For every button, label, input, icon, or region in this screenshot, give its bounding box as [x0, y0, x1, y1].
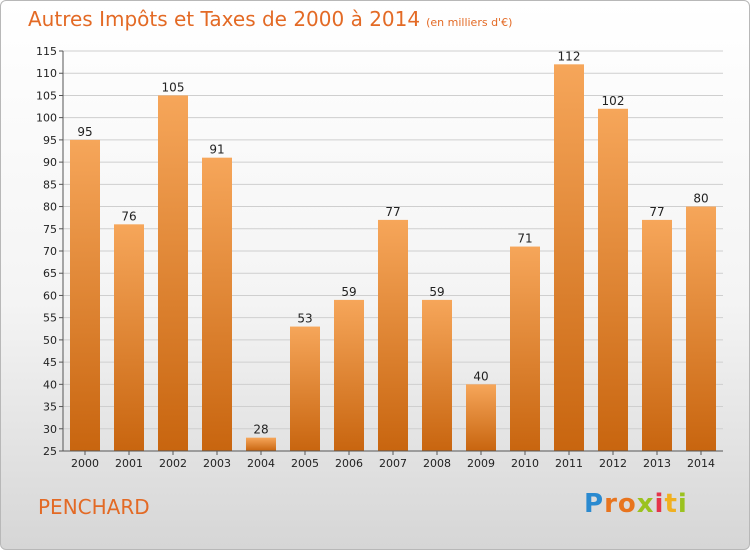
- x-tick-label-2002: 2002: [159, 457, 187, 470]
- data-labels: 95 76 105 91 28 53 59 77 59 40 71 112 102 77 80: [77, 49, 708, 436]
- y-tick-label: 60: [43, 289, 57, 302]
- x-axis: 2000 2001 2002 2003 2004 2005 2006 2007 2008 2009…: [63, 450, 723, 470]
- y-tick-label: 85: [43, 178, 57, 191]
- x-tick-label-2001: 2001: [115, 457, 143, 470]
- bar-2004: [246, 437, 276, 451]
- chart-unit: (en milliers d'€): [426, 16, 513, 29]
- y-tick-label: 95: [43, 134, 57, 147]
- commune-name: PENCHARD: [38, 495, 150, 519]
- bar-2011: [554, 64, 584, 452]
- data-label-2008: 59: [429, 285, 444, 299]
- data-label-2007: 77: [385, 205, 400, 219]
- x-tick-label-2003: 2003: [203, 457, 231, 470]
- data-label-2005: 53: [297, 312, 312, 326]
- y-tick-label: 100: [36, 112, 57, 125]
- logo-letter: i: [677, 489, 688, 519]
- x-tick-label-2004: 2004: [247, 457, 275, 470]
- data-label-2000: 95: [77, 125, 92, 139]
- y-axis: 25 30 35 40 45 50 55 60 65 70 75 80 85 90 95 100 105 110 1…: [36, 45, 64, 458]
- y-tick-label: 65: [43, 267, 57, 280]
- y-tick-label: 115: [36, 45, 57, 58]
- bar-2014: [686, 206, 716, 451]
- bar-2002: [158, 95, 188, 451]
- y-tick-label: 70: [43, 245, 57, 258]
- logo-letter: i: [654, 489, 665, 519]
- bar-2005: [290, 326, 320, 451]
- data-label-2011: 112: [558, 49, 581, 63]
- x-tick-label-2005: 2005: [291, 457, 319, 470]
- bar-2000: [70, 139, 100, 451]
- y-tick-label: 45: [43, 356, 57, 369]
- x-tick-label-2007: 2007: [379, 457, 407, 470]
- data-label-2001: 76: [121, 209, 136, 223]
- data-label-2002: 105: [162, 80, 185, 94]
- data-label-2004: 28: [253, 423, 268, 437]
- data-label-2010: 71: [517, 232, 532, 246]
- y-tick-label: 80: [43, 201, 57, 214]
- logo-letter: t: [664, 489, 678, 519]
- logo-letter: P: [584, 489, 605, 519]
- x-tick-label-2012: 2012: [599, 457, 627, 470]
- y-tick-label: 105: [36, 89, 57, 102]
- logo-letter: o: [617, 489, 637, 519]
- bar-2006: [334, 299, 364, 451]
- y-tick-label: 90: [43, 156, 57, 169]
- bars: [70, 64, 716, 452]
- proxiti-logo: Proxiti: [584, 489, 688, 519]
- bar-2010: [510, 246, 540, 451]
- logo-letter: r: [604, 489, 618, 519]
- bar-2009: [466, 384, 496, 451]
- chart-title-text: Autres Impôts et Taxes de 2000 à 2014: [28, 7, 421, 31]
- data-label-2014: 80: [693, 192, 708, 206]
- y-tick-label: 55: [43, 312, 57, 325]
- y-tick-label: 30: [43, 423, 57, 436]
- bar-2001: [114, 224, 144, 451]
- bar-2012: [598, 108, 628, 452]
- x-tick-label-2008: 2008: [423, 457, 451, 470]
- y-tick-label: 50: [43, 334, 57, 347]
- y-tick-label: 35: [43, 401, 57, 414]
- y-tick-label: 110: [36, 67, 57, 80]
- data-label-2012: 102: [602, 94, 625, 108]
- y-tick-label: 40: [43, 378, 57, 391]
- bar-2003: [202, 157, 232, 451]
- data-label-2013: 77: [649, 205, 664, 219]
- data-label-2009: 40: [473, 369, 488, 383]
- y-tick-label: 25: [43, 445, 57, 458]
- x-tick-label-2000: 2000: [71, 457, 99, 470]
- x-tick-label-2009: 2009: [467, 457, 495, 470]
- x-tick-label-2013: 2013: [643, 457, 671, 470]
- x-tick-label-2014: 2014: [687, 457, 715, 470]
- x-tick-label-2010: 2010: [511, 457, 539, 470]
- data-label-2003: 91: [209, 143, 224, 157]
- bar-2008: [422, 299, 452, 451]
- y-tick-label: 75: [43, 223, 57, 236]
- data-label-2006: 59: [341, 285, 356, 299]
- logo-letter: x: [636, 489, 655, 519]
- x-tick-label-2006: 2006: [335, 457, 363, 470]
- bar-2007: [378, 219, 408, 451]
- x-tick-label-2011: 2011: [555, 457, 583, 470]
- bar-2013: [642, 219, 672, 451]
- chart-title: Autres Impôts et Taxes de 2000 à 2014 (en…: [28, 7, 512, 31]
